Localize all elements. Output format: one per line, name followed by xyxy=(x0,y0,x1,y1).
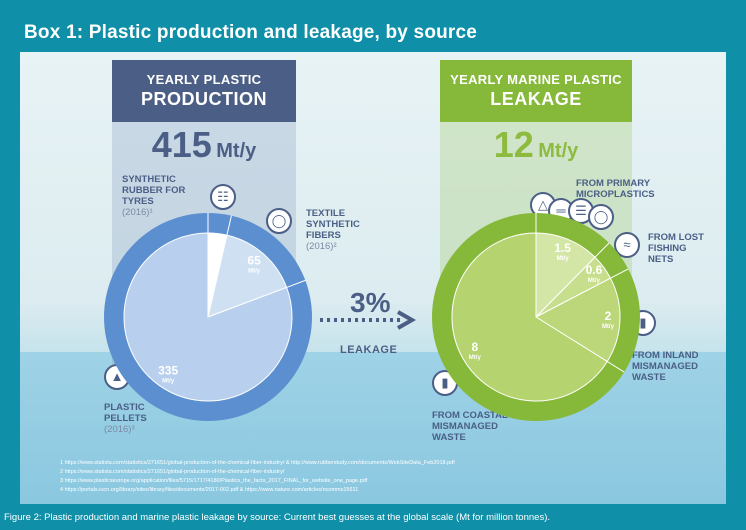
label-coastal-l1: FROM COASTAL xyxy=(432,410,508,421)
pie-unit-label: Mt/y xyxy=(248,268,261,274)
label-textile-l2: SYNTHETIC xyxy=(306,219,360,230)
pie-value-label: 1.5 xyxy=(554,241,571,255)
label-coastal: FROM COASTAL MISMANAGED WASTE xyxy=(432,410,508,443)
label-rubber: SYNTHETIC RUBBER FOR TYRES (2016)¹ xyxy=(122,174,185,218)
label-rubber-l1: SYNTHETIC xyxy=(122,174,176,185)
label-pellets: PLASTIC PELLETS (2016)³ xyxy=(104,402,147,435)
pie-value-label: 2 xyxy=(605,309,612,323)
label-pellets-l2: PELLETS xyxy=(104,413,147,424)
footnote-4: 4 https://portals.iucn.org/library/sites… xyxy=(60,487,359,493)
label-inland: FROM INLAND MISMANAGED WASTE xyxy=(632,350,699,383)
pie-unit-label: Mt/y xyxy=(210,251,223,257)
pie-slice xyxy=(535,232,596,319)
label-rubber-l3: TYRES xyxy=(122,196,154,207)
pie-slice xyxy=(123,232,293,402)
leakage-total-unit: Mt/y xyxy=(538,140,579,162)
label-micro-l1: FROM PRIMARY xyxy=(576,178,651,189)
label-inland-l1: FROM INLAND xyxy=(632,350,699,361)
leakage-header-line2: LEAKAGE xyxy=(490,89,582,109)
leakage-header-line1: YEARLY MARINE PLASTIC xyxy=(450,72,622,87)
pie-unit-label: Mt/y xyxy=(557,256,570,262)
leakage-total: 12 Mt/y xyxy=(440,124,632,166)
production-total-unit: Mt/y xyxy=(216,140,257,162)
production-header-line1: YEARLY PLASTIC xyxy=(146,72,262,87)
pie-value-label: 8 xyxy=(471,340,478,354)
label-textile-source: (2016)² xyxy=(306,241,337,252)
pie-slice xyxy=(451,232,608,402)
production-total: 415 Mt/y xyxy=(112,124,296,166)
label-nets-l1: FROM LOST xyxy=(648,232,704,243)
pie-value-label: 335 xyxy=(158,364,178,378)
footnote-2: 2 https://www.statista.com/statistics/27… xyxy=(60,469,285,475)
label-nets-l3: NETS xyxy=(648,254,674,265)
label-coastal-l2: MISMANAGED xyxy=(432,421,498,432)
tyre-icon: ☷ xyxy=(210,184,236,210)
pie-value-label: 15 xyxy=(209,236,223,250)
figure-frame: Box 1: Plastic production and leakage, b… xyxy=(20,22,726,504)
washing-machine-icon: ◯ xyxy=(266,208,292,234)
pie-slice xyxy=(207,234,288,318)
label-micro: FROM PRIMARY MICROPLASTICS xyxy=(576,178,655,200)
label-pellets-source: (2016)³ xyxy=(104,424,135,435)
label-micro-l2: MICROPLASTICS xyxy=(576,189,655,200)
leakage-percent: 3% xyxy=(350,287,391,318)
production-header: YEARLY PLASTIC PRODUCTION xyxy=(112,60,296,122)
label-textile-l3: FIBERS xyxy=(306,230,341,241)
leakage-total-value: 12 xyxy=(493,124,534,165)
label-inland-l2: MISMANAGED xyxy=(632,361,698,372)
label-rubber-source: (2016)¹ xyxy=(122,207,153,218)
leakage-label: LEAKAGE xyxy=(340,344,398,356)
infographic-panel: YEARLY PLASTIC PRODUCTION YEARLY MARINE … xyxy=(20,52,726,504)
pie-divider xyxy=(226,215,232,236)
footnote-3: 3 https://www.plasticseurope.org/applica… xyxy=(60,478,368,484)
production-total-value: 415 xyxy=(151,124,212,165)
figure-title: Box 1: Plastic production and leakage, b… xyxy=(24,22,478,43)
label-pellets-l1: PLASTIC xyxy=(104,402,145,413)
pie-unit-label: Mt/y xyxy=(469,355,482,361)
pie-unit-label: Mt/y xyxy=(588,278,601,284)
pie-divider xyxy=(606,361,625,373)
label-nets-l2: FISHING xyxy=(648,243,687,254)
pie-value-label: 65 xyxy=(247,253,261,267)
label-inland-l3: WASTE xyxy=(632,372,666,383)
pie-divider xyxy=(610,268,629,279)
leakage-arrow xyxy=(320,310,417,330)
pie-divider xyxy=(594,242,610,258)
laundry-icon: ◯ xyxy=(588,204,614,230)
figure-caption: Figure 2: Plastic production and marine … xyxy=(4,512,550,523)
pie-slice xyxy=(534,277,621,363)
label-nets: FROM LOST FISHING NETS xyxy=(648,232,704,265)
production-header-line2: PRODUCTION xyxy=(141,89,267,109)
pie-unit-label: Mt/y xyxy=(162,379,175,385)
label-rubber-l2: RUBBER FOR xyxy=(122,185,186,196)
pie-unit-label: Mt/y xyxy=(602,324,615,330)
pie-divider xyxy=(286,279,306,288)
pie-value-label: 0.6 xyxy=(586,263,603,277)
label-textile: TEXTILE SYNTHETIC FIBERS (2016)² xyxy=(306,208,360,252)
label-coastal-l3: WASTE xyxy=(432,432,466,443)
footnote-1: 1 https://www.statista.com/statistics/27… xyxy=(60,460,455,466)
label-textile-l1: TEXTILE xyxy=(306,208,346,219)
leakage-header: YEARLY MARINE PLASTIC LEAKAGE xyxy=(440,60,632,122)
